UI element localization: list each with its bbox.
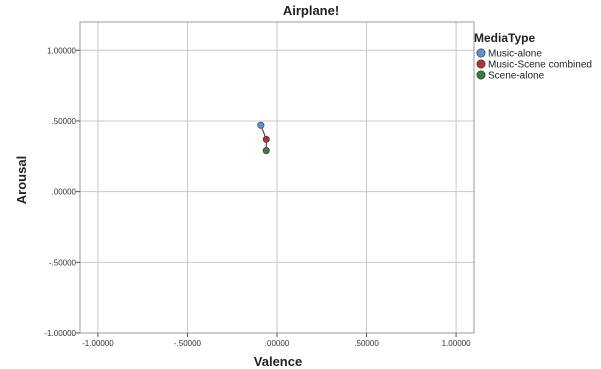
legend-marker bbox=[476, 59, 486, 69]
chart-title: Airplane! bbox=[283, 3, 339, 18]
data-points bbox=[257, 121, 270, 155]
x-tick-label: -1.00000 bbox=[82, 339, 114, 348]
gridlines bbox=[80, 22, 474, 334]
y-tick-label: .50000 bbox=[52, 117, 77, 126]
legend-title: MediaType bbox=[474, 31, 535, 45]
legend-label: Scene-alone bbox=[488, 71, 545, 82]
data-point-scene-alone bbox=[262, 147, 270, 155]
legend-label: Music-alone bbox=[488, 49, 542, 60]
y-tick-label: -1.00000 bbox=[44, 329, 76, 338]
x-tick-label: 1.00000 bbox=[442, 339, 471, 348]
legend-marker bbox=[476, 48, 486, 58]
data-point-music-alone bbox=[257, 121, 265, 129]
x-tick-label: .50000 bbox=[354, 339, 379, 348]
x-axis-title: Valence bbox=[254, 354, 302, 369]
x-tick-label: -.50000 bbox=[174, 339, 202, 348]
legend-label: Music-Scene combined bbox=[488, 60, 592, 71]
x-tick-label: .00000 bbox=[265, 339, 290, 348]
data-point-music-scene-combined bbox=[262, 135, 270, 143]
y-axis-title: Arousal bbox=[14, 156, 29, 204]
axis-ticks bbox=[76, 49, 457, 337]
x-tick-labels: -1.00000 -.50000 .00000 .50000 1.00000 bbox=[82, 339, 471, 348]
y-tick-labels: -1.00000 -.50000 .00000 .50000 1.00000 bbox=[44, 46, 76, 338]
y-tick-label: 1.00000 bbox=[47, 46, 76, 55]
legend-marker bbox=[476, 70, 486, 80]
y-tick-label: -.50000 bbox=[49, 258, 77, 267]
y-tick-label: .00000 bbox=[52, 188, 77, 197]
